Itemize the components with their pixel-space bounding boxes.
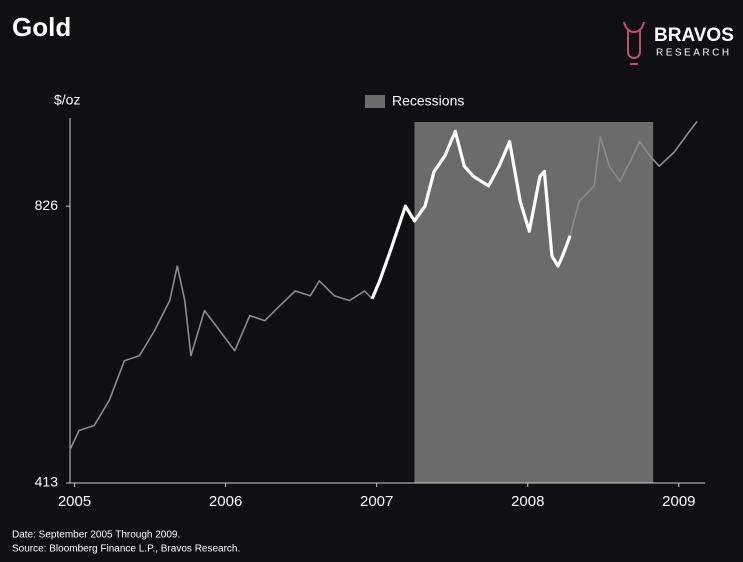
price-line [370, 129, 572, 300]
price-line [69, 265, 373, 450]
legend-label: Recessions [392, 93, 464, 109]
x-tick-label: 2006 [209, 493, 242, 510]
recession-band [414, 122, 654, 483]
x-tick-label: 2009 [662, 493, 695, 510]
y-axis-label: $/oz [54, 92, 80, 108]
brand: BRAVOS [654, 25, 734, 46]
y-tick-label: 826 [35, 197, 59, 213]
legend-swatch [365, 95, 385, 108]
x-tick-label: 2005 [58, 493, 91, 510]
y-tick-label: 413 [35, 474, 59, 490]
logo-icon [623, 21, 645, 65]
chart-title: Gold [12, 12, 71, 42]
footnote: Source: Bloomberg Finance L.P., Bravos R… [12, 544, 240, 555]
brand-subtitle: RESEARCH [656, 48, 732, 59]
x-tick-label: 2007 [360, 493, 393, 510]
x-tick-label: 2008 [511, 493, 544, 510]
footnote: Date: September 2005 Through 2009. [12, 530, 180, 541]
price-line [569, 121, 698, 237]
